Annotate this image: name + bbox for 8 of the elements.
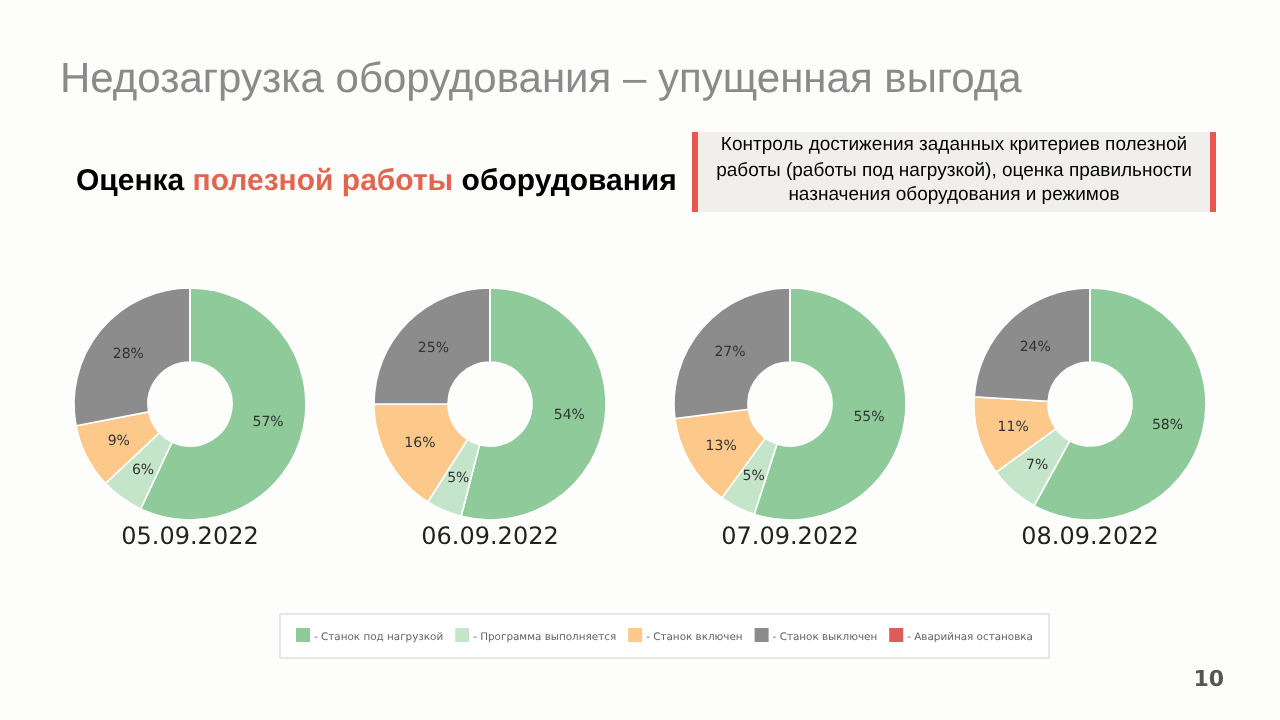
text: Контроль достижения заданных критериев полезной работы (работы под нагрузкой), оценка правильности назначения оборудования и режимов (714, 132, 1194, 209)
text: 08.09.2022 (1021, 522, 1159, 550)
text: 06.09.2022 (421, 522, 559, 550)
chart-title: Недозагрузка оборудования – упущенная выгода (60, 56, 1023, 102)
text: 07.09.2022 (721, 522, 859, 550)
text: 10 (1193, 666, 1225, 692)
text: 05.09.2022 (121, 522, 259, 550)
chart-subtitle: Оценка полезной работы оборудования (76, 164, 677, 198)
